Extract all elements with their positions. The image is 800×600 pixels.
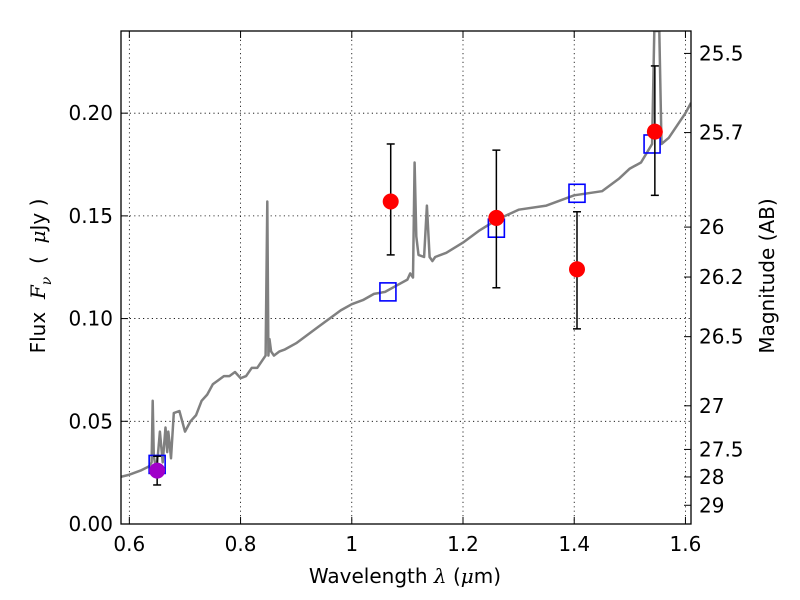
x-tick-label: 1 — [345, 532, 358, 556]
y2-tick-label: 26 — [699, 215, 724, 239]
y-tick-label: 0.00 — [68, 512, 113, 536]
x-tick-label: 0.6 — [113, 532, 145, 556]
observed-flux-point — [646, 123, 663, 140]
model-photometry-square — [379, 282, 397, 302]
y2-tick-label: 28 — [699, 465, 724, 489]
y-tick-label: 0.20 — [68, 101, 113, 125]
x-tick-label: 0.8 — [225, 532, 257, 556]
observed-flux-point — [488, 209, 505, 226]
y-tick-label: 0.15 — [68, 204, 113, 228]
model-spectrum-line — [121, 31, 691, 479]
y2-tick-label: 25.7 — [699, 121, 744, 145]
y2-tick-label: 27.5 — [699, 437, 744, 461]
y2-tick-label: 25.5 — [699, 41, 744, 65]
model-photometry-square — [568, 183, 586, 204]
axes-frame — [120, 30, 692, 525]
x-axis-label: Wavelength λ (μm) — [309, 564, 501, 588]
y-tick-label: 0.05 — [68, 409, 113, 433]
plot-area — [121, 31, 691, 486]
y-tick-label: 0.10 — [68, 307, 113, 331]
y2-tick-label: 26.2 — [699, 265, 744, 289]
y2-axis-label: Magnitude (AB) — [755, 198, 779, 353]
y-axis-label: Flux Fν ( μJy ) — [26, 199, 55, 354]
x-tick-label: 1.2 — [447, 532, 479, 556]
observed-flux-point — [569, 261, 585, 278]
observed-flux-point — [149, 462, 166, 479]
x-tick-label: 1.4 — [558, 532, 590, 556]
y2-tick-label: 29 — [699, 493, 724, 517]
y2-tick-label: 27 — [699, 394, 724, 418]
observed-flux-point — [382, 193, 399, 210]
grid-lines — [121, 31, 691, 524]
axes: 0.6 0.8 1 1.2 1.4 1.6 0.00 0.05 0.10 0.15 0.20 25.5… — [68, 30, 744, 556]
y2-tick-label: 26.5 — [699, 325, 744, 349]
x-tick-label: 1.6 — [670, 532, 702, 556]
